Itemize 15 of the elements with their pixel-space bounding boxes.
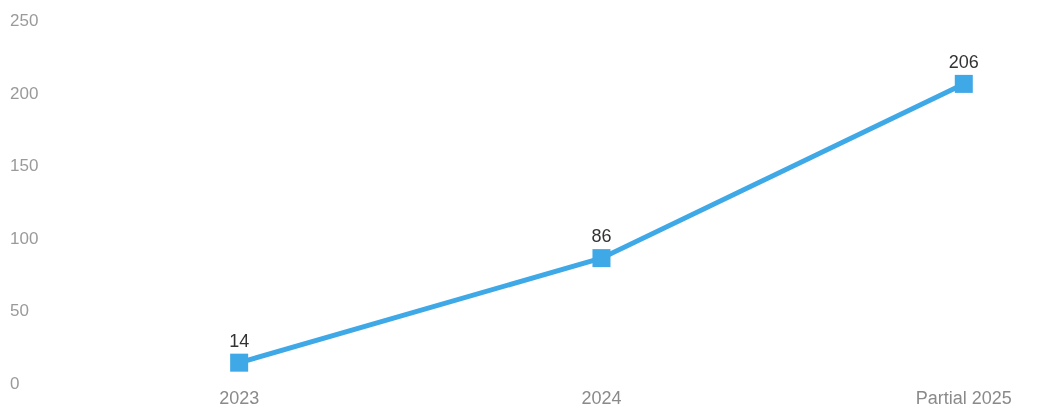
x-tick-label: Partial 2025 [915, 387, 1012, 408]
y-tick-label: 150 [10, 156, 39, 176]
y-tick-label: 50 [10, 301, 29, 321]
data-label: 14 [229, 330, 250, 351]
point [592, 249, 611, 268]
y-tick-label: 100 [10, 228, 39, 248]
y-tick-label: 250 [10, 11, 39, 31]
y-tick-label: 0 [10, 374, 20, 394]
point [230, 353, 249, 372]
point [954, 74, 973, 93]
x-tick-label: 2023 [219, 387, 260, 408]
x-tick-label: 2024 [581, 387, 622, 408]
data-label: 206 [948, 51, 979, 72]
y-tick-label: 200 [10, 83, 39, 103]
data-label: 86 [591, 226, 612, 247]
